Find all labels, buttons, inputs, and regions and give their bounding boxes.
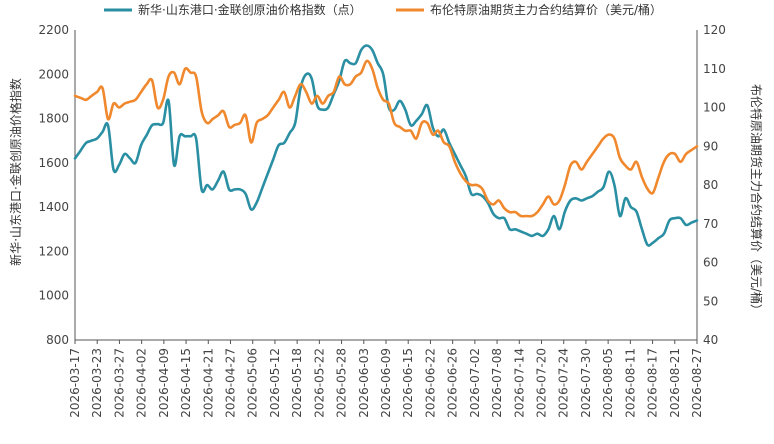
y-left-tick-label: 2200 [38, 23, 69, 37]
x-tick-label: 2026-04-15 [179, 348, 193, 418]
x-tick-label: 2026-05-06 [246, 348, 260, 418]
y-left-tick-label: 800 [46, 333, 69, 347]
y-left-tick-label: 1000 [38, 289, 69, 303]
x-tick-label: 2026-06-09 [379, 348, 393, 418]
y-right-tick-label: 100 [703, 101, 726, 115]
x-tick-label: 2026-07-24 [557, 348, 571, 418]
x-tick-label: 2026-08-05 [601, 348, 615, 418]
x-tick-label: 2026-05-22 [312, 348, 326, 418]
x-tick-label: 2026-05-12 [268, 348, 282, 418]
y-right-tick-label: 120 [703, 23, 726, 37]
x-tick-label: 2026-06-03 [357, 348, 371, 418]
x-tick-label: 2026-03-17 [68, 348, 82, 418]
y-right-tick-label: 60 [703, 256, 718, 270]
x-tick-label: 2026-07-08 [490, 348, 504, 418]
axes: 800 1000 1200 1400 1600 1800 2000 2200 40 50 60 70 8… [38, 23, 725, 418]
x-tick-label: 2026-07-02 [468, 348, 482, 418]
x-tick-label: 2026-07-20 [535, 348, 549, 418]
y-axis-right-title: 布伦特原油期货主力合约结算价（美元/桶） [749, 84, 764, 316]
x-tick-label: 2026-04-21 [201, 348, 215, 418]
x-tick-label: 2026-05-28 [335, 348, 349, 418]
y-left-tick-label: 1800 [38, 112, 69, 126]
y-right-tick-label: 90 [703, 139, 718, 153]
x-tick-label: 2026-08-11 [623, 348, 637, 418]
y-right-tick-label: 40 [703, 333, 718, 347]
x-tick-label: 2026-08-17 [646, 348, 660, 418]
y-left-tick-label: 1600 [38, 156, 69, 170]
x-tick-label: 2026-06-15 [401, 348, 415, 418]
y-left-tick-label: 1200 [38, 244, 69, 258]
y-right-tick-label: 50 [703, 294, 718, 308]
x-tick-label: 2026-05-18 [290, 348, 304, 418]
x-tick-label: 2026-06-22 [423, 348, 437, 418]
y-left-tick-label: 2000 [38, 67, 69, 81]
x-tick-label: 2026-04-09 [157, 348, 171, 418]
x-tick-label: 2026-03-27 [112, 348, 126, 418]
y-right-tick-label: 70 [703, 217, 718, 231]
x-tick-label: 2026-08-21 [668, 348, 682, 418]
x-tick-label: 2026-06-26 [446, 348, 460, 418]
series-line-index [73, 44, 699, 247]
y-left-tick-label: 1400 [38, 200, 69, 214]
legend-label-brent: 布伦特原油期货主力合约结算价（美元/桶） [430, 2, 662, 17]
y-axis-left-title: 新华·山东港口·金联创原油价格指数 [8, 78, 23, 266]
x-tick-label: 2026-04-02 [135, 348, 149, 418]
x-tick-label: 2026-03-23 [90, 348, 104, 418]
plot-series [73, 44, 699, 247]
legend-label-index: 新华·山东港口·金联创原油价格指数（点） [138, 2, 362, 17]
x-tick-label: 2026-07-30 [579, 348, 593, 418]
x-tick-label: 2026-07-14 [512, 348, 526, 418]
y-right-tick-label: 80 [703, 178, 718, 192]
legend: 新华·山东港口·金联创原油价格指数（点） 布伦特原油期货主力合约结算价（美元/桶… [104, 2, 662, 17]
series-line-brent [73, 59, 699, 218]
x-tick-label: 2026-04-27 [224, 348, 238, 418]
y-right-tick-label: 110 [703, 62, 726, 76]
x-tick-label: 2026-08-27 [690, 348, 704, 418]
